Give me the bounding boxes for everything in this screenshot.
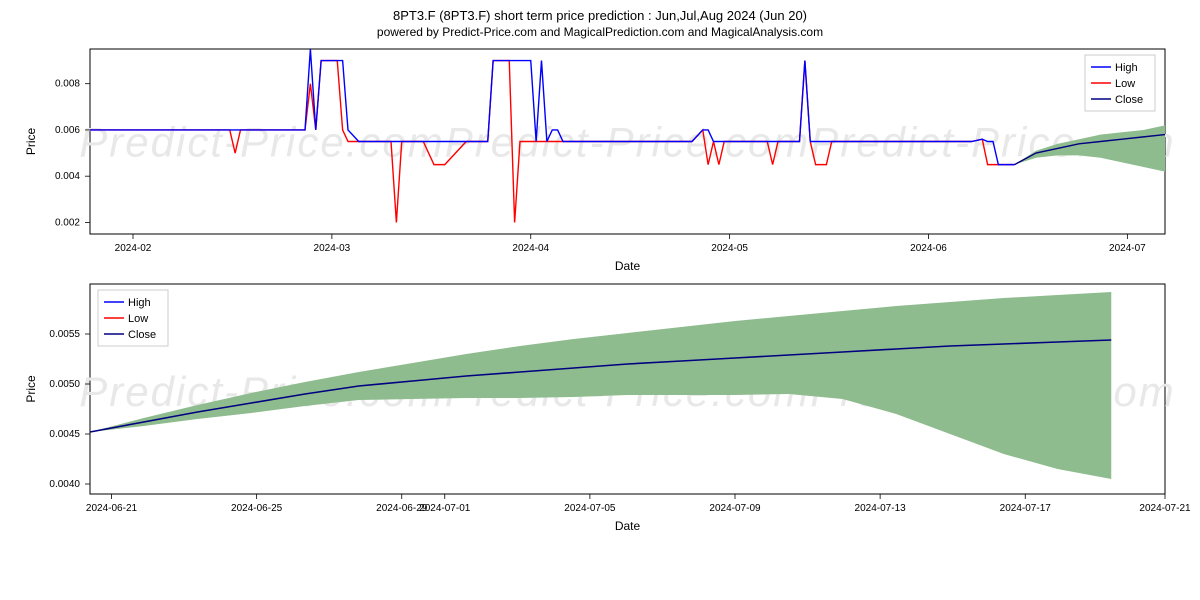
svg-text:2024-07-09: 2024-07-09 xyxy=(709,503,761,514)
chart-top-svg: Predict-Price.comPredict-Price.comPredic… xyxy=(0,45,1200,280)
svg-text:2024-03: 2024-03 xyxy=(314,243,351,254)
svg-text:0.0045: 0.0045 xyxy=(49,429,80,440)
svg-text:Low: Low xyxy=(128,313,148,325)
svg-text:2024-05: 2024-05 xyxy=(711,243,748,254)
svg-text:Price: Price xyxy=(24,128,38,156)
svg-text:2024-07-13: 2024-07-13 xyxy=(855,503,907,514)
chart-subtitle: powered by Predict-Price.com and Magical… xyxy=(0,23,1200,45)
svg-text:0.008: 0.008 xyxy=(55,79,80,90)
chart-title: 8PT3.F (8PT3.F) short term price predict… xyxy=(0,0,1200,23)
svg-text:0.002: 0.002 xyxy=(55,217,80,228)
svg-text:0.0055: 0.0055 xyxy=(49,329,80,340)
svg-text:Close: Close xyxy=(128,329,156,341)
svg-text:2024-07-17: 2024-07-17 xyxy=(1000,503,1052,514)
svg-text:2024-07-01: 2024-07-01 xyxy=(419,503,471,514)
svg-text:2024-06-25: 2024-06-25 xyxy=(231,503,283,514)
svg-text:High: High xyxy=(128,297,151,309)
svg-text:2024-07-05: 2024-07-05 xyxy=(564,503,616,514)
svg-text:2024-06: 2024-06 xyxy=(910,243,947,254)
svg-text:0.0050: 0.0050 xyxy=(49,379,80,390)
svg-text:2024-06-21: 2024-06-21 xyxy=(86,503,138,514)
svg-text:Date: Date xyxy=(615,519,641,533)
chart-bottom-svg: Predict-Price.comPredict-Price.comPredic… xyxy=(0,280,1200,540)
svg-text:2024-04: 2024-04 xyxy=(512,243,549,254)
chart-bottom-wrap: Predict-Price.comPredict-Price.comPredic… xyxy=(0,280,1200,540)
svg-text:0.004: 0.004 xyxy=(55,171,80,182)
svg-text:Low: Low xyxy=(1115,78,1135,90)
svg-text:Price: Price xyxy=(24,375,38,403)
svg-text:Close: Close xyxy=(1115,94,1143,106)
svg-text:High: High xyxy=(1115,62,1138,74)
svg-text:0.006: 0.006 xyxy=(55,125,80,136)
svg-text:2024-02: 2024-02 xyxy=(115,243,152,254)
svg-text:Date: Date xyxy=(615,259,641,273)
svg-text:0.0040: 0.0040 xyxy=(49,479,80,490)
svg-text:2024-07-21: 2024-07-21 xyxy=(1139,503,1191,514)
chart-top-wrap: Predict-Price.comPredict-Price.comPredic… xyxy=(0,45,1200,280)
svg-text:2024-07: 2024-07 xyxy=(1109,243,1146,254)
